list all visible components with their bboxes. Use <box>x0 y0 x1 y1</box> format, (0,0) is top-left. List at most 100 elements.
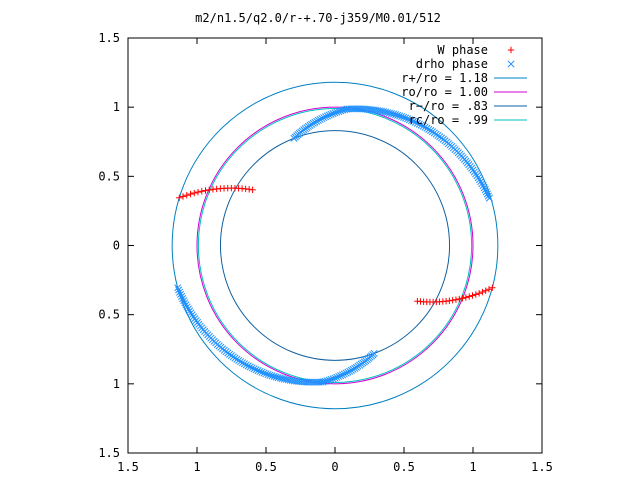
reference-circles <box>171 81 499 410</box>
drho-phase-point <box>479 182 487 190</box>
drho-phase-point <box>335 107 343 116</box>
legend-label: r+/ro = 1.18 <box>401 71 488 85</box>
drho-phase-point <box>483 190 491 198</box>
drho-phase-point <box>174 284 182 292</box>
axis-ticks: 1.5 1 0.5 0 0.5 1 1.51.510.500.511.5 <box>98 31 553 474</box>
drho-phase-point <box>423 124 431 132</box>
drho-phase-point <box>398 113 406 121</box>
drho-phase-point <box>318 114 326 123</box>
w-phase-point <box>183 192 190 199</box>
drho-phase-point <box>248 364 256 372</box>
drho-phase-point <box>177 290 185 298</box>
w-phase-point <box>187 190 194 198</box>
drho-phase-point <box>313 117 321 125</box>
w-phase-point <box>194 188 202 196</box>
drho-phase-point <box>402 114 410 122</box>
y-tick-label: 0.5 <box>98 169 120 183</box>
drho-phase-point <box>404 115 412 123</box>
drho-phase-point <box>278 375 286 383</box>
w-phase-point <box>191 189 198 197</box>
drho-phase-point <box>242 361 250 369</box>
drho-phase-point <box>246 363 254 371</box>
drho-phase-point <box>409 117 418 125</box>
circle-1_18 <box>171 81 499 410</box>
drho-phase-point <box>481 186 489 194</box>
drho-phase-point <box>240 360 248 368</box>
drho-phase-point <box>425 125 433 133</box>
drho-phase-point <box>338 371 347 379</box>
drho-phase-point <box>178 292 186 301</box>
x-tick-label: 0.5 <box>393 460 415 474</box>
drho-phase-point <box>321 377 329 385</box>
drho-phase-point <box>339 106 347 114</box>
w-phase-point <box>449 297 456 304</box>
w-phase-point <box>465 293 473 300</box>
drho-phase-point <box>329 375 337 383</box>
drho-phase-point <box>419 122 427 130</box>
w-phase-point <box>456 295 463 303</box>
drho-phase-point <box>264 370 272 379</box>
w-phase-point <box>198 188 205 195</box>
w-phase-point <box>479 288 486 296</box>
drho-phase-point <box>333 373 341 381</box>
drho-phase-point <box>272 373 280 381</box>
w-phase-point <box>469 292 476 299</box>
circle-0_83 <box>219 130 451 361</box>
drho-phase-point <box>331 109 339 117</box>
drho-phase-point <box>406 116 414 124</box>
drho-phase-point <box>411 118 419 126</box>
x-tick-label: 1.5 <box>117 460 139 474</box>
phase-points <box>174 105 496 386</box>
y-tick-label: 0 <box>113 239 120 253</box>
chart-title: m2/n1.5/q2.0/r-+.70-j359/M0.01/512 <box>195 11 441 25</box>
drho-phase-point <box>175 286 183 294</box>
drho-phase-point <box>387 109 396 118</box>
drho-phase-point <box>347 366 355 374</box>
drho-phase-point <box>270 372 278 380</box>
drho-phase-point <box>268 372 276 380</box>
drho-phase-point <box>179 295 187 303</box>
drho-phase-point <box>256 367 264 375</box>
legend-label: W phase <box>437 43 488 57</box>
y-tick-label: 1.5 <box>98 31 120 45</box>
w-phase-point <box>179 193 187 200</box>
drho-phase-point <box>346 367 354 375</box>
drho-phase-point <box>180 297 188 305</box>
y-tick-label: 0.5 <box>98 308 120 322</box>
w-phase-point <box>459 295 466 302</box>
drho-phase-point <box>396 112 404 120</box>
x-tick-label: 0.5 <box>255 460 277 474</box>
drho-phase-point <box>262 370 270 378</box>
w-phase-point <box>485 286 493 293</box>
drho-phase-point <box>370 349 378 357</box>
drho-phase-point <box>181 299 189 307</box>
drho-phase-point <box>244 362 252 370</box>
drho-phase-point <box>344 368 352 376</box>
x-tick-label: 1 <box>193 460 200 474</box>
drho-phase-point <box>260 369 268 377</box>
w-phase-point <box>249 186 256 194</box>
w-phase-point <box>489 284 496 291</box>
drho-phase-point <box>333 108 341 116</box>
drho-phase-point <box>474 174 482 182</box>
drho-phase-point <box>184 305 192 313</box>
drho-phase-point <box>394 111 402 119</box>
drho-phase-point <box>381 108 390 116</box>
w-phase-point <box>482 287 489 294</box>
w-phase-point <box>245 186 253 193</box>
drho-phase-point <box>480 184 488 192</box>
drho-phase-point <box>321 113 330 121</box>
drho-phase-point <box>176 288 184 296</box>
legend-marker <box>507 46 515 54</box>
drho-phase-point <box>415 120 423 128</box>
drho-phase-point <box>235 356 243 365</box>
drho-phase-point <box>325 376 333 384</box>
w-phase-point <box>452 296 460 303</box>
drho-phase-point <box>407 116 416 125</box>
drho-phase-point <box>314 116 322 124</box>
drho-phase-point <box>413 119 421 127</box>
drho-phase-point <box>390 110 398 118</box>
drho-phase-point <box>323 377 331 385</box>
